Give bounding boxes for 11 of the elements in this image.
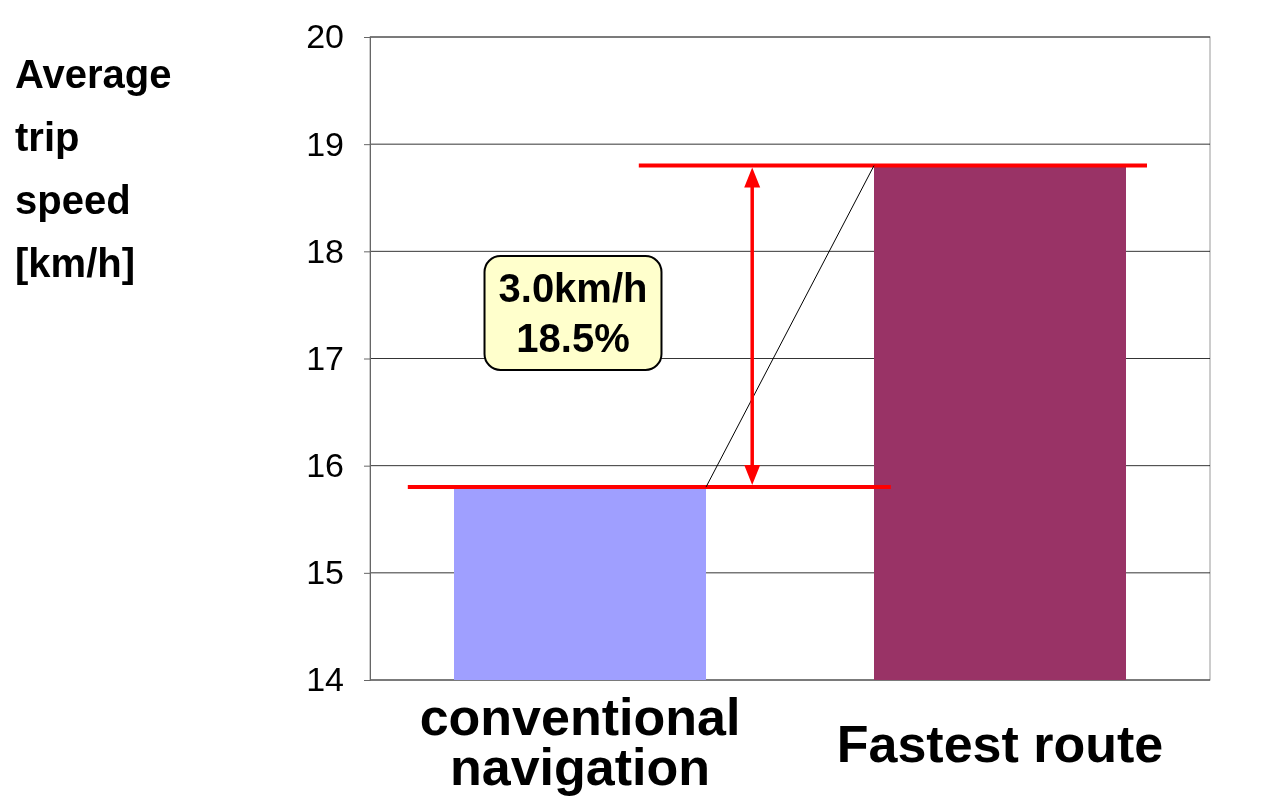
- y-tick-label: 19: [306, 124, 344, 163]
- y-axis-title: Average trip speed [km/h]: [15, 52, 172, 285]
- y-tick-label: 16: [306, 446, 344, 485]
- x-tick-label: Fastest route: [836, 715, 1164, 773]
- y-tick-label: 18: [306, 231, 344, 270]
- annotation: 3.0km/h 18.5%: [498, 266, 648, 360]
- y-tick-label: 17: [306, 338, 344, 377]
- x-tick-label: conventional navigation: [419, 688, 741, 796]
- y-tick-label: 20: [306, 17, 344, 56]
- y-tick-label: 15: [306, 553, 344, 592]
- y-tick-label: 14: [306, 660, 344, 699]
